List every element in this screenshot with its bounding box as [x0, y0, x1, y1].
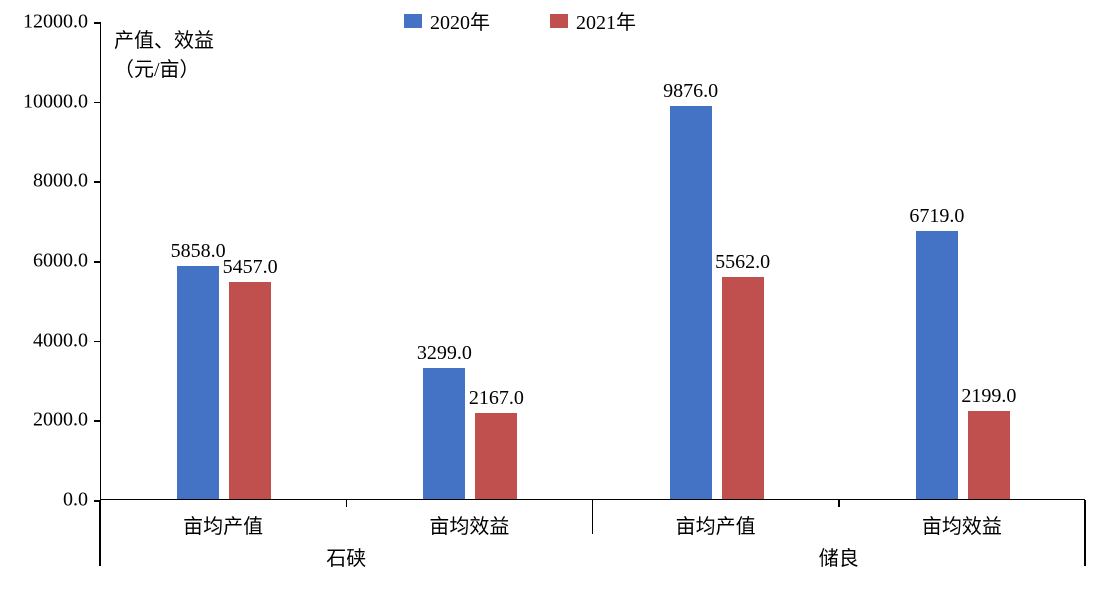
- x-tick-mark: [838, 500, 840, 507]
- bar-value-label: 2199.0: [961, 385, 1016, 408]
- bar-value-label: 3299.0: [417, 342, 472, 365]
- x-group-label: 储良: [819, 542, 859, 571]
- y-tick-label: 6000.0: [33, 250, 88, 273]
- y-tick-mark: [94, 261, 100, 263]
- bar-value-label: 5858.0: [171, 240, 226, 263]
- y-tick-label: 10000.0: [23, 90, 88, 113]
- chart-container: 2020年2021年 产值、效益 （元/亩） 5858.05457.03299.…: [0, 0, 1097, 606]
- x-subgroup-label: 亩均效益: [922, 510, 1002, 539]
- bar-value-label: 2167.0: [469, 387, 524, 410]
- y-tick-label: 12000.0: [23, 11, 88, 34]
- plot-area: 5858.05457.0 3299.0 2167.0 9876.0 5562.0 6719…: [100, 22, 1085, 500]
- bar-value-label: 6719.0: [909, 205, 964, 228]
- y-tick-label: 8000.0: [33, 170, 88, 193]
- bar: [968, 411, 1010, 499]
- bar: [475, 413, 517, 499]
- x-tick-mark: [99, 500, 101, 566]
- x-group-label: 石硖: [326, 542, 366, 571]
- bar-value-label: 5457.0: [223, 256, 278, 279]
- bar: [722, 277, 764, 499]
- y-tick-mark: [94, 181, 100, 183]
- x-tick-mark: [346, 500, 348, 507]
- bar: [229, 282, 271, 499]
- bar-value-label: 5562.0: [715, 251, 770, 274]
- x-tick-mark: [1084, 500, 1086, 566]
- x-subgroup-label: 亩均产值: [676, 510, 756, 539]
- y-tick-mark: [94, 341, 100, 343]
- y-tick-label: 2000.0: [33, 409, 88, 432]
- bar: [670, 106, 712, 499]
- bar: [177, 266, 219, 499]
- y-tick-mark: [94, 102, 100, 104]
- bar: [423, 368, 465, 499]
- y-tick-label: 4000.0: [33, 329, 88, 352]
- y-tick-mark: [94, 22, 100, 24]
- y-tick-label: 0.0: [63, 489, 88, 512]
- y-tick-mark: [94, 420, 100, 422]
- bar: [916, 231, 958, 499]
- x-tick-mark: [592, 500, 594, 534]
- bar-value-label: 9876.0: [663, 80, 718, 103]
- x-subgroup-label: 亩均效益: [429, 510, 509, 539]
- x-subgroup-label: 亩均产值: [183, 510, 263, 539]
